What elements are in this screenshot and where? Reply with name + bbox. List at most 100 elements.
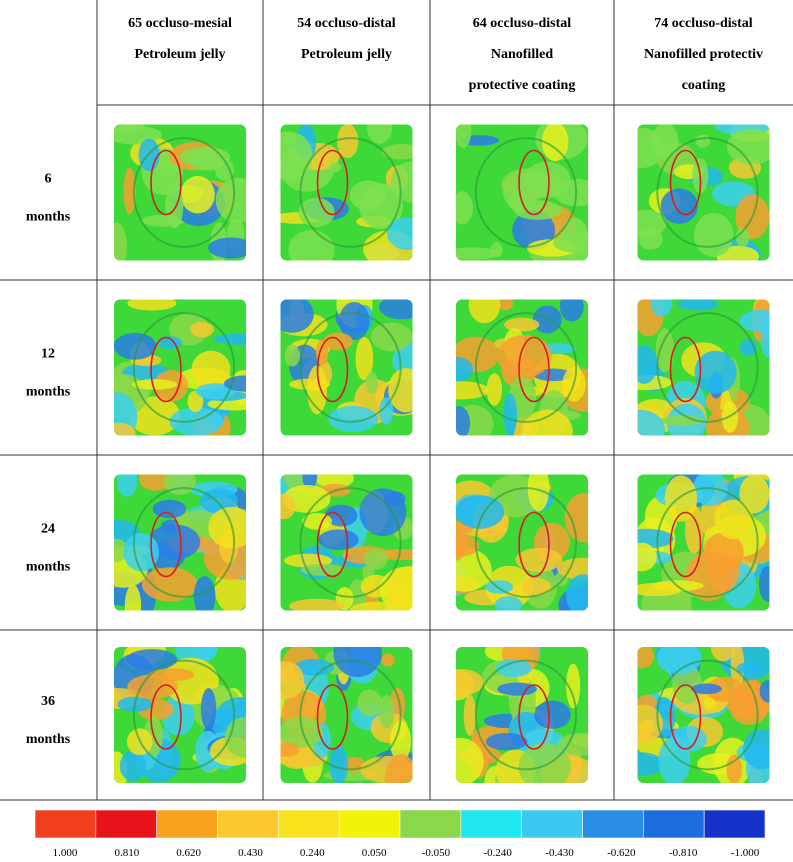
heat-blob [455,113,471,148]
scan-image [270,281,436,436]
heat-blob [337,124,358,158]
row-label: months [26,385,71,400]
heat-blob [117,464,137,497]
heat-blob [726,754,742,784]
scale-label: -1.000 [731,847,760,859]
heat-blob [658,736,690,785]
heat-blob [553,179,601,206]
scale-label: -0.620 [607,847,636,859]
heat-blob [125,585,141,627]
row-label: 12 [41,347,55,362]
heat-blob [379,295,424,320]
scale-label: -0.430 [545,847,574,859]
scale-label: 1.000 [53,847,78,859]
heat-blob [714,500,753,540]
scale-swatch [218,810,279,838]
row-label: months [26,210,71,225]
heat-blob [631,583,682,596]
heat-blob [333,630,381,677]
scan-image [438,631,606,800]
heat-blob [533,306,562,334]
figure: 65 occluso-mesialPetroleum jelly54 occlu… [0,0,793,862]
scale-label: 0.240 [300,847,325,859]
heat-blob [439,357,473,382]
heat-blob [123,533,159,571]
heat-blob [497,335,551,378]
column-header: protective coating [469,78,576,93]
heat-blob [522,578,551,596]
scale-swatch [96,810,157,838]
heat-blob [288,230,334,271]
scale-swatch [35,810,96,838]
scan-image [272,454,435,626]
heat-blob [214,333,270,344]
heat-blob [534,701,571,729]
column-header: coating [682,78,726,93]
heat-blob [651,288,673,316]
heat-blob [381,654,395,667]
scan-image [619,117,776,272]
scale-label: 0.430 [238,847,263,859]
row-label: 36 [41,694,55,709]
scale-label: 0.050 [362,847,387,859]
scale-label: -0.050 [422,847,451,859]
heat-blob [289,599,344,614]
column-header: 54 occluso-distal [297,16,396,31]
heat-blob [739,310,784,333]
heat-blob [630,345,658,384]
column-header: Petroleum jelly [134,47,225,62]
scale-swatch [339,810,400,838]
heat-blob [639,228,663,250]
heat-blob [743,729,781,770]
heat-blob [274,742,300,756]
heat-blob [566,574,600,616]
heat-blob [447,406,470,440]
heat-blob [631,644,655,668]
scan-image [104,115,259,271]
scale-swatch [704,810,765,838]
heat-blob [318,529,358,550]
scan-image [88,464,259,626]
heat-blob [760,680,780,703]
heat-blob [379,695,395,728]
heat-blob [190,322,214,338]
heat-blob [613,410,665,451]
heat-blob [485,580,513,594]
heat-blob [284,344,299,366]
heat-blob [152,500,186,518]
heat-blob [451,191,473,224]
column-header: 74 occluso-distal [654,16,753,31]
heat-blob [759,566,776,602]
scan-image [256,630,418,804]
heat-blob [181,176,215,214]
heat-blob [388,368,424,412]
heat-blob [267,661,304,699]
heat-blob [694,213,734,257]
scale-swatch [400,810,461,838]
heat-blob [103,423,136,444]
heat-blob [446,247,500,259]
heat-blob [104,115,143,134]
heat-blob [126,649,177,670]
heat-blob [127,296,176,310]
column-header: Petroleum jelly [301,47,392,62]
heat-blob [677,298,718,311]
heat-blob [516,548,563,572]
heat-blob [208,237,253,258]
heat-blob [391,161,433,202]
heat-blob [289,379,330,390]
scale-swatch [157,810,218,838]
heat-blob [357,689,382,716]
heat-blob [385,754,418,804]
row-label: months [26,732,71,747]
heat-blob [627,543,657,572]
heat-blob [273,494,296,519]
heat-blob [444,535,479,556]
heat-blob [553,232,607,253]
heat-blob [201,688,216,730]
heat-blob [494,596,522,613]
heat-blob [441,669,484,696]
heat-blob [487,373,503,406]
scale-swatch [522,810,583,838]
heat-blob [324,333,353,351]
